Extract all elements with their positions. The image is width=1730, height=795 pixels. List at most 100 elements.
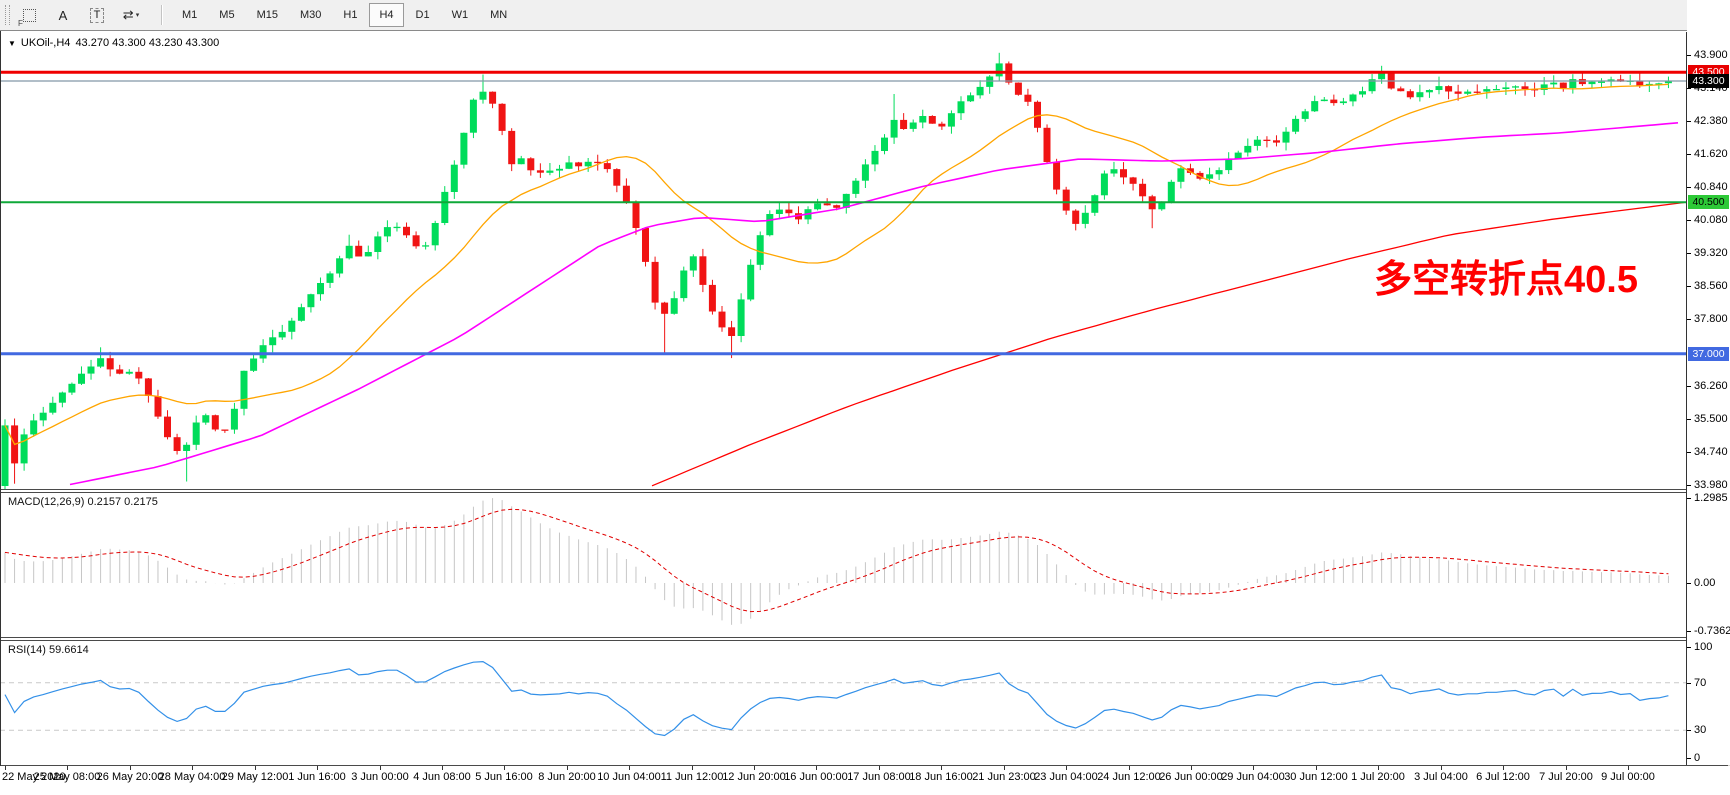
- time-tick-mark: [192, 766, 193, 770]
- time-tick-mark: [1066, 766, 1067, 770]
- time-axis-label: 29 May 12:00: [221, 771, 289, 783]
- scale-tick-mark: [1687, 758, 1691, 759]
- timeframe-m15-button[interactable]: M15: [256, 9, 278, 21]
- time-tick-mark: [754, 766, 755, 770]
- macd-indicator-chart[interactable]: [0, 493, 1686, 637]
- time-axis-label: 29 Jun 04:00: [1221, 771, 1285, 783]
- scale-tick-mark: [1687, 253, 1691, 254]
- price-scale[interactable]: 43.900 43.140 42.380 41.620 40.840 40.080 39.3…: [1687, 0, 1730, 765]
- scale-tick-mark: [1687, 485, 1691, 486]
- rsi-indicator-chart[interactable]: [0, 641, 1686, 765]
- time-axis-label: 5 Jun 16:00: [475, 771, 533, 783]
- time-axis-label: 24 Jun 12:00: [1097, 771, 1161, 783]
- scale-tick-mark: [1687, 631, 1691, 632]
- time-axis-label: 21 Jun 23:00: [972, 771, 1036, 783]
- rsi-panel-label: RSI(14) 59.6614: [8, 644, 89, 656]
- scale-tick-label: -0.7362: [1694, 625, 1730, 637]
- time-axis-label: 9 Jul 00:00: [1601, 771, 1655, 783]
- time-axis-label: 23 Jun 04:00: [1034, 771, 1098, 783]
- scale-tick-label: 40.840: [1694, 181, 1728, 193]
- toolbar-separator: [161, 5, 163, 25]
- time-axis-label: 16 Jun 00:00: [784, 771, 848, 783]
- price-scale-border: [1686, 32, 1687, 765]
- toolbar-grip[interactable]: [5, 5, 10, 25]
- scale-tick-mark: [1687, 498, 1691, 499]
- time-axis-label: 17 Jun 08:00: [847, 771, 911, 783]
- symbol-dropdown-icon[interactable]: ▼: [8, 38, 16, 48]
- panel-separator[interactable]: [0, 640, 1687, 641]
- scale-tick-label: 39.320: [1694, 247, 1728, 259]
- timeframe-h4-button[interactable]: H4: [369, 3, 404, 27]
- toolbar: F A T ⇄ ▾ M1 M5 M15 M30 H1 H4 D1 W1 MN: [0, 0, 1730, 31]
- scale-tick-label: 40.080: [1694, 214, 1728, 226]
- time-tick-mark: [692, 766, 693, 770]
- drawing-tools-group: F A T ⇄ ▾: [17, 3, 143, 28]
- time-tick-mark: [380, 766, 381, 770]
- timeframe-w1-button[interactable]: W1: [451, 9, 469, 21]
- scale-tick-label: 0.00: [1694, 577, 1716, 589]
- chart-annotation-text[interactable]: 多空转折点40.5: [1374, 259, 1638, 301]
- time-axis-label: 4 Jun 08:00: [413, 771, 471, 783]
- timeframe-m1-button[interactable]: M1: [182, 9, 198, 21]
- timeframe-h1-button[interactable]: H1: [343, 9, 358, 21]
- time-axis-label: 30 Jun 12:00: [1284, 771, 1348, 783]
- scale-tick-mark: [1687, 730, 1691, 731]
- time-tick-mark: [1378, 766, 1379, 770]
- timeframe-m5-button[interactable]: M5: [219, 9, 235, 21]
- time-axis-label: 18 Jun 16:00: [909, 771, 973, 783]
- main-price-chart[interactable]: [0, 32, 1686, 489]
- rsi-value: 59.6614: [48, 644, 89, 656]
- time-axis-label: 3 Jul 04:00: [1414, 771, 1468, 783]
- scale-tick-label: 43.900: [1694, 49, 1728, 61]
- scale-tick-label: 35.500: [1694, 413, 1728, 425]
- time-tick-mark: [1503, 766, 1504, 770]
- text-label-icon[interactable]: A: [58, 7, 68, 23]
- time-axis-label: 28 May 04:00: [158, 771, 226, 783]
- ohlc-values: 43.270 43.300 43.230 43.300: [75, 37, 220, 49]
- time-axis-label: 10 Jun 04:00: [597, 771, 661, 783]
- time-axis-label: 26 May 20:00: [96, 771, 164, 783]
- time-tick-mark: [442, 766, 443, 770]
- scale-tick-mark: [1687, 452, 1691, 453]
- scale-tick-mark: [1687, 154, 1691, 155]
- scale-tick-mark: [1687, 121, 1691, 122]
- chart-grid-icon[interactable]: F: [17, 3, 41, 28]
- chart-left-border: [0, 31, 1, 766]
- timeframe-d1-button[interactable]: D1: [415, 9, 430, 21]
- scale-tick-mark: [1687, 683, 1691, 684]
- scale-tick-label: 33.980: [1694, 479, 1728, 491]
- time-axis-label: 12 Jun 20:00: [722, 771, 786, 783]
- text-box-icon[interactable]: T: [85, 3, 109, 27]
- scale-tick-mark: [1687, 286, 1691, 287]
- time-axis-label: 1 Jul 20:00: [1351, 771, 1405, 783]
- time-tick-mark: [1191, 766, 1192, 770]
- time-axis-label: 11 Jun 12:00: [660, 771, 724, 783]
- panel-separator[interactable]: [0, 489, 1687, 490]
- scale-tick-label: 34.740: [1694, 446, 1728, 458]
- scale-tick-mark: [1687, 386, 1691, 387]
- timeframe-m30-button[interactable]: M30: [299, 9, 322, 21]
- time-axis-border: [0, 765, 1730, 766]
- time-tick-mark: [816, 766, 817, 770]
- time-tick-mark: [1628, 766, 1629, 770]
- time-tick-mark: [317, 766, 318, 770]
- scale-tick-mark: [1687, 55, 1691, 56]
- time-tick-mark: [255, 766, 256, 770]
- scale-tick-label: 41.620: [1694, 148, 1728, 160]
- time-tick-mark: [504, 766, 505, 770]
- scale-tick-mark: [1687, 187, 1691, 188]
- scale-tick-label: 38.560: [1694, 280, 1728, 292]
- macd-name: MACD(12,26,9): [8, 496, 85, 508]
- scale-tick-label: 42.380: [1694, 115, 1728, 127]
- rsi-name: RSI(14): [8, 644, 46, 656]
- time-axis-label: 6 Jul 12:00: [1476, 771, 1530, 783]
- time-tick-mark: [1316, 766, 1317, 770]
- scale-tick-label: 1.2985: [1694, 492, 1728, 504]
- time-axis-label: 22 May 2020: [2, 771, 66, 783]
- time-axis-label: 25 May 08:00: [33, 771, 101, 783]
- time-axis[interactable]: 22 May 2020 25 May 08:00 26 May 20:00 28 Ma…: [0, 766, 1730, 795]
- timeframe-mn-button[interactable]: MN: [490, 9, 508, 21]
- arrows-tool-icon[interactable]: ⇄ ▾: [122, 7, 140, 22]
- panel-separator[interactable]: [0, 637, 1687, 638]
- panel-separator[interactable]: [0, 492, 1687, 493]
